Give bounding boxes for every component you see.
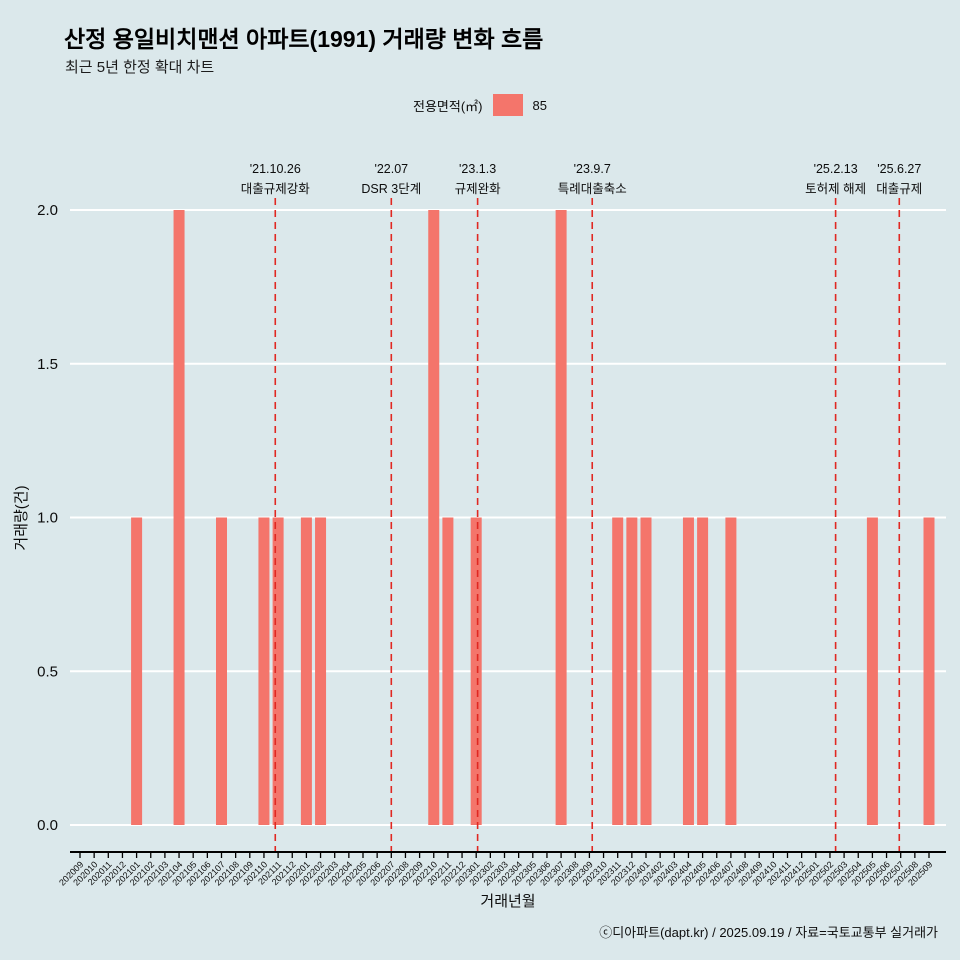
bar-202312 [626,517,638,825]
page-subtitle: 최근 5년 한정 확대 차트 [65,59,215,76]
bar-202107 [216,517,227,825]
bar-202301 [470,517,482,825]
y-tick-label: 2.0 [37,202,58,219]
y-tick-label: 1.5 [37,356,58,373]
bar-202210 [428,210,440,825]
event-name-label: DSR 3단계 [361,182,421,196]
transaction-volume-chart: 0.0 0.5 1.0 1.5 2.0 '21.10.26 대출규제강화 '22.07 DSR … [0,140,960,930]
legend-value: 85 [532,97,547,113]
y-tick-label: 0.5 [37,663,58,680]
bar-202311 [612,517,624,825]
bar-202202 [315,517,327,825]
bar-202401 [640,517,652,825]
bar-202405 [697,517,709,825]
bar-202407 [725,517,737,825]
chart-svg: 0.0 0.5 1.0 1.5 2.0 '21.10.26 대출규제강화 '22.07 DSR … [13,162,946,910]
bar-202201 [300,517,312,825]
event-date-label: '25.2.13 [814,162,858,176]
event-date-label: '21.10.26 [250,162,301,176]
event-name-label: 대출규제강화 [241,182,311,196]
event-date-label: '23.9.7 [574,162,611,176]
event-date-label: '22.07 [374,162,408,176]
y-tick-label: 0.0 [37,817,58,834]
bar-202111 [272,517,284,825]
event-name-label: 규제완화 [455,182,502,196]
x-axis-title: 거래년월 [480,893,535,910]
bar-202101 [131,517,143,825]
bar-202505 [866,517,878,825]
event-date-label: '23.1.3 [459,162,496,176]
legend-label: 전용면적(㎡) [413,98,483,114]
y-tick-label: 1.0 [37,510,58,527]
page-title: 산정 용일비치맨션 아파트(1991) 거래량 변화 흐름 [64,26,544,52]
y-axis-title: 거래량(건) [13,485,30,550]
legend: 전용면적(㎡) 85 [0,94,960,116]
bar-202104 [173,210,185,825]
event-name-label: 대출규제 [876,182,922,196]
event-name-label: 토허제 해제 [805,182,866,196]
bar-202307 [555,210,567,825]
event-date-label: '25.6.27 [877,162,921,176]
bar-202211 [442,517,454,825]
bar-202110 [258,517,270,825]
footer-credit: ⓒ디아파트(dapt.kr) / 2025.09.19 / 자료=국토교통부 실… [599,925,938,940]
event-name-label: 특례대출축소 [558,182,627,196]
bar-202509 [923,517,935,825]
bar-202404 [682,517,694,825]
legend-swatch [492,94,523,116]
